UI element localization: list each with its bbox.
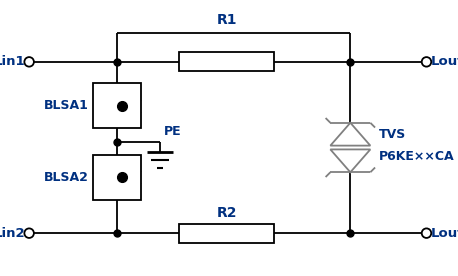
Text: P6KE××CA: P6KE××CA [379,150,454,163]
Text: R2: R2 [216,206,237,220]
FancyBboxPatch shape [179,52,274,71]
Text: PE: PE [164,125,181,138]
FancyBboxPatch shape [93,83,141,129]
Text: Lin2: Lin2 [0,227,25,240]
Text: TVS: TVS [379,128,406,141]
Text: Lout2: Lout2 [430,227,458,240]
Text: Lout1: Lout1 [430,55,458,68]
Text: BLSA2: BLSA2 [44,171,88,184]
Text: R1: R1 [216,13,237,27]
Text: BLSA1: BLSA1 [44,99,88,112]
Text: Lin1: Lin1 [0,55,25,68]
FancyBboxPatch shape [93,155,141,200]
FancyBboxPatch shape [179,224,274,243]
